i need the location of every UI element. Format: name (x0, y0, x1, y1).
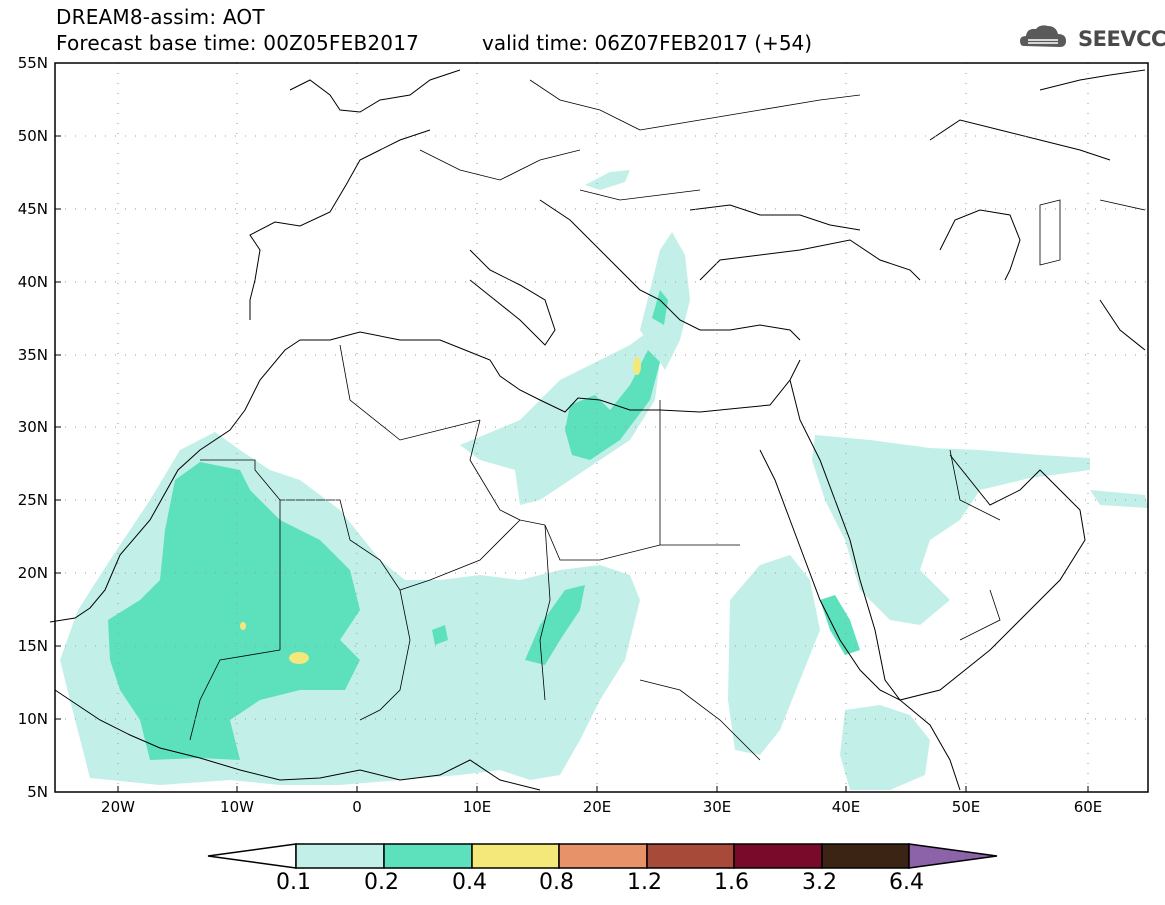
valid-time: valid time: 06Z07FEB2017 (+54) (482, 31, 813, 55)
lon-label: 20W (101, 798, 135, 816)
lon-label: 0 (352, 798, 362, 816)
aot-crete-yellow (633, 357, 641, 375)
lat-label: 35N (18, 346, 48, 364)
longitude-labels: 20W 10W 0 10E 20E 30E 40E 50E 60E (101, 798, 1102, 816)
aot-mauritania-yellow (240, 622, 246, 630)
color-bar-swatch (383, 843, 473, 869)
lon-label: 20E (583, 798, 612, 816)
graticule (55, 63, 1148, 792)
map-area (49, 62, 1149, 793)
lat-label: 45N (18, 200, 48, 218)
lon-label: 60E (1074, 798, 1103, 816)
aot-gulf-light (1090, 490, 1148, 508)
chart-title: DREAM8-assim: AOT (56, 5, 265, 29)
forecast-base-time: Forecast base time: 00Z05FEB2017 (56, 31, 420, 55)
legend-level: 0.2 (364, 870, 399, 895)
color-bar (207, 843, 998, 869)
legend-level: 1.2 (627, 870, 662, 895)
lon-label: 30E (703, 798, 732, 816)
aot-balkan-light (585, 170, 630, 190)
legend-level: 0.4 (452, 870, 487, 895)
lat-label: 20N (18, 564, 48, 582)
color-bar-low-arrow (207, 843, 297, 869)
lat-label: 30N (18, 418, 48, 436)
lat-label: 15N (18, 637, 48, 655)
color-bar-high-arrow (908, 843, 998, 869)
aot-eritrea-medium (820, 595, 860, 655)
color-bar-swatch (558, 843, 648, 869)
color-bar-swatch (646, 843, 735, 869)
aot-libya-medium (565, 350, 660, 460)
legend-level: 1.6 (714, 870, 749, 895)
lat-label: 55N (18, 54, 48, 72)
aot-0.2-0.4-field (108, 290, 860, 760)
aot-west-africa-medium (108, 462, 360, 760)
legend-level: 3.2 (802, 870, 837, 895)
lat-label: 10N (18, 710, 48, 728)
aot-ethiopia-light (728, 555, 820, 755)
logo-text: SEEVCCC (1078, 27, 1165, 51)
color-bar-swatch (733, 843, 823, 869)
color-bar-swatch (295, 843, 385, 869)
color-bar-swatch (821, 843, 910, 869)
cloud-logo-icon (1020, 25, 1066, 47)
latitude-labels: 55N 50N 45N 40N 35N 30N 25N 20N 15N 10N … (18, 54, 48, 801)
tick-marks (55, 62, 1089, 792)
legend-level: 6.4 (889, 870, 924, 895)
aot-0.4-0.8-field (240, 357, 641, 664)
aot-nigeria-medium (432, 625, 448, 645)
aot-mali-yellow (289, 652, 309, 664)
lon-label: 40E (832, 798, 861, 816)
lat-label: 25N (18, 491, 48, 509)
lat-label: 50N (18, 127, 48, 145)
lon-label: 10E (463, 798, 492, 816)
legend-level: 0.8 (539, 870, 574, 895)
aot-arabia-light (812, 435, 1090, 625)
country-borders (189, 79, 1146, 761)
aot-aegean-medium (652, 290, 668, 325)
lat-label: 5N (27, 783, 48, 801)
lon-label: 50E (952, 798, 981, 816)
lat-label: 40N (18, 273, 48, 291)
lon-label: 10W (220, 798, 254, 816)
coastlines (49, 69, 1146, 791)
aot-horn-light (840, 705, 930, 790)
color-bar-swatch (471, 843, 560, 869)
aot-libya-light (460, 330, 660, 505)
legend-level: 0.1 (276, 870, 311, 895)
aot-chad-medium (525, 585, 585, 665)
